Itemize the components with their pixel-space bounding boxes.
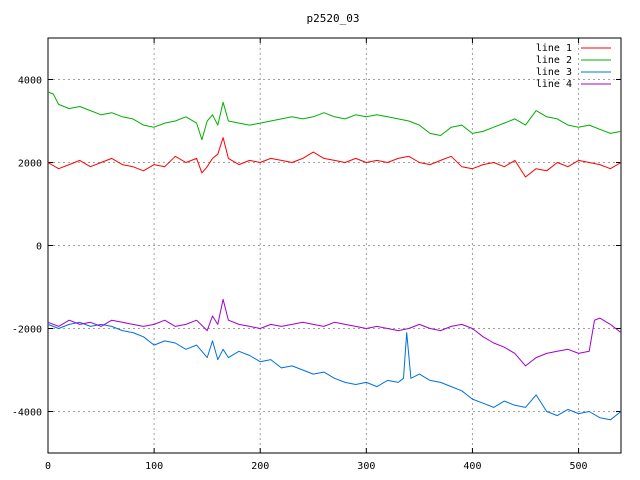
x-tick-label: 0 [45,461,51,472]
legend-label: line 4 [536,79,572,90]
legend-label: line 3 [536,67,572,78]
series-line-4 [47,298,622,367]
grid [47,38,621,453]
x-tick-label: 100 [145,461,163,472]
series-line-3 [47,321,622,421]
series-group [47,91,622,421]
legend-label: line 2 [536,55,572,66]
y-tick-label: -2000 [12,325,42,336]
y-tick-label: -4000 [12,408,42,419]
x-tick-label: 300 [357,461,375,472]
series-line-2 [47,91,622,141]
legend-label: line 1 [536,43,572,54]
y-tick-label: 4000 [18,76,42,87]
x-tick-label: 400 [463,461,481,472]
series-line-1 [47,137,622,178]
x-tick-label: 500 [570,461,588,472]
y-tick-label: 0 [36,242,42,253]
chart-title: p2520_03 [307,12,360,25]
x-tick-label: 200 [251,461,269,472]
axis-ticks: 0 100 200 300 400 500 -4000 -2000 0 2000 4000 [12,38,621,472]
y-tick-label: 2000 [18,159,42,170]
